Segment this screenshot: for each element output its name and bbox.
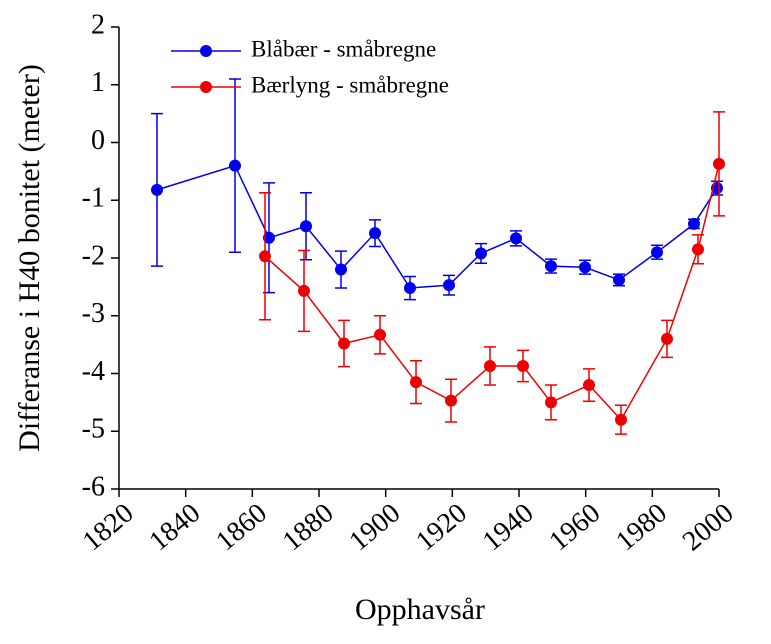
data-point	[475, 247, 487, 260]
data-point	[545, 260, 557, 273]
y-tick-label: 0	[91, 125, 105, 156]
x-tick-label: 1960	[543, 498, 606, 558]
series-line	[156, 164, 718, 289]
x-tick-label: 1880	[277, 498, 340, 558]
data-point	[259, 250, 271, 263]
x-tick-label: 1940	[477, 498, 540, 558]
data-point	[692, 243, 704, 256]
data-point	[583, 379, 595, 392]
x-tick-label: 1860	[210, 498, 273, 558]
legend-label: Blåbær - småbregne	[251, 36, 436, 61]
x-tick-label: 1820	[77, 498, 140, 558]
legend-label: Bærlyng - småbregne	[251, 72, 449, 97]
data-point	[369, 227, 381, 240]
x-tick-label: 1900	[343, 498, 406, 558]
x-tick-label: 2000	[677, 498, 740, 558]
data-point	[263, 231, 275, 244]
y-tick-label: -3	[82, 298, 105, 329]
y-tick-label: -4	[82, 356, 105, 387]
data-point	[443, 279, 455, 292]
legend-marker	[200, 45, 212, 57]
data-point	[410, 376, 422, 389]
y-tick-label: -2	[82, 240, 105, 271]
data-point	[688, 217, 700, 230]
y-tick-label: 2	[91, 9, 105, 40]
y-tick-label: -6	[82, 471, 105, 502]
data-point	[613, 273, 625, 286]
data-point	[545, 396, 557, 409]
y-tick-label: 1	[91, 67, 105, 98]
data-point	[229, 159, 241, 172]
y-axis-label: Differanse i H40 bonitet (meter)	[13, 64, 46, 452]
data-point	[510, 232, 522, 245]
data-point	[151, 183, 163, 196]
x-axis-label: Opphavsår	[355, 593, 485, 626]
y-tick-label: -1	[82, 183, 105, 214]
data-point	[517, 359, 529, 372]
data-point	[335, 263, 347, 276]
data-point	[298, 284, 310, 297]
data-point	[445, 394, 457, 407]
data-point	[579, 261, 591, 274]
data-point	[661, 332, 673, 345]
data-point	[338, 337, 350, 350]
data-point	[615, 413, 627, 426]
y-tick-label: -5	[82, 414, 105, 445]
data-point	[713, 157, 725, 170]
data-point	[374, 328, 386, 341]
legend-marker	[200, 81, 212, 93]
data-point	[404, 282, 416, 295]
data-point	[300, 220, 312, 233]
x-tick-label: 1920	[410, 498, 473, 558]
x-tick-label: 1840	[143, 498, 206, 558]
x-tick-label: 1980	[610, 498, 673, 558]
data-point	[651, 246, 663, 259]
data-point	[484, 359, 496, 372]
series-line	[264, 163, 720, 421]
